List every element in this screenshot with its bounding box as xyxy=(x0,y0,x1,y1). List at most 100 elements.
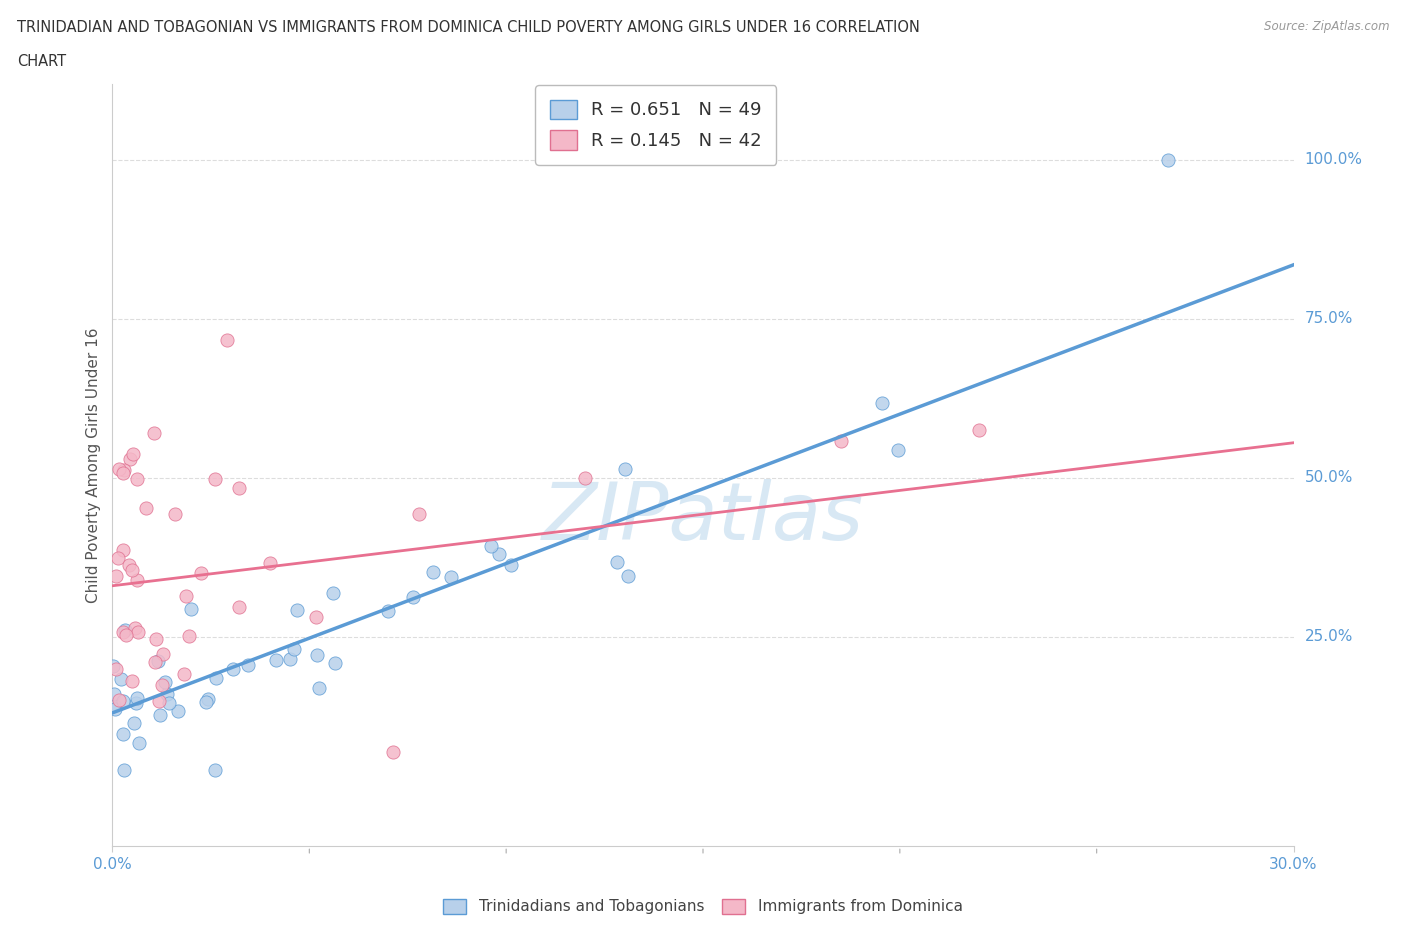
Immigrants from Dominica xyxy=(108,461,131,476)
Text: 75.0%: 75.0% xyxy=(1305,312,1353,326)
Trinidadians and Tobagonians xyxy=(1156,153,1178,167)
Trinidadians and Tobagonians xyxy=(322,586,344,601)
Immigrants from Dominica xyxy=(122,447,145,462)
Legend: R = 0.651   N = 49, R = 0.145   N = 42: R = 0.651 N = 49, R = 0.145 N = 42 xyxy=(536,86,776,165)
Immigrants from Dominica xyxy=(111,625,134,640)
Trinidadians and Tobagonians xyxy=(488,546,510,561)
Trinidadians and Tobagonians xyxy=(103,698,125,712)
Text: 50.0%: 50.0% xyxy=(1305,471,1353,485)
Trinidadians and Tobagonians xyxy=(614,461,637,476)
Immigrants from Dominica xyxy=(111,466,134,481)
Trinidadians and Tobagonians xyxy=(325,656,347,671)
Immigrants from Dominica xyxy=(104,568,127,583)
Trinidadians and Tobagonians xyxy=(886,443,908,458)
Trinidadians and Tobagonians xyxy=(180,602,202,617)
Immigrants from Dominica xyxy=(104,662,127,677)
Trinidadians and Tobagonians xyxy=(501,558,523,573)
Trinidadians and Tobagonians xyxy=(122,716,145,731)
Immigrants from Dominica xyxy=(125,472,148,486)
Immigrants from Dominica xyxy=(118,557,141,572)
Trinidadians and Tobagonians xyxy=(285,603,308,618)
Trinidadians and Tobagonians xyxy=(221,661,243,676)
Immigrants from Dominica xyxy=(177,629,200,644)
Immigrants from Dominica xyxy=(215,333,238,348)
Trinidadians and Tobagonians xyxy=(146,653,169,668)
Text: TRINIDADIAN AND TOBAGONIAN VS IMMIGRANTS FROM DOMINICA CHILD POVERTY AMONG GIRLS: TRINIDADIAN AND TOBAGONIAN VS IMMIGRANTS… xyxy=(17,20,920,35)
Trinidadians and Tobagonians xyxy=(195,695,218,710)
Y-axis label: Child Poverty Among Girls Under 16: Child Poverty Among Girls Under 16 xyxy=(86,327,101,603)
Immigrants from Dominica xyxy=(115,628,138,643)
Trinidadians and Tobagonians xyxy=(112,763,135,777)
Immigrants from Dominica xyxy=(121,563,143,578)
Trinidadians and Tobagonians xyxy=(114,622,136,637)
Immigrants from Dominica xyxy=(127,624,149,639)
Trinidadians and Tobagonians xyxy=(606,555,628,570)
Trinidadians and Tobagonians xyxy=(308,681,330,696)
Immigrants from Dominica xyxy=(967,422,990,437)
Trinidadians and Tobagonians xyxy=(101,658,124,673)
Trinidadians and Tobagonians xyxy=(110,671,132,686)
Immigrants from Dominica xyxy=(408,506,430,521)
Trinidadians and Tobagonians xyxy=(377,604,399,618)
Trinidadians and Tobagonians xyxy=(305,648,328,663)
Trinidadians and Tobagonians xyxy=(155,686,177,701)
Immigrants from Dominica xyxy=(108,693,131,708)
Immigrants from Dominica xyxy=(121,674,143,689)
Trinidadians and Tobagonians xyxy=(103,686,125,701)
Immigrants from Dominica xyxy=(259,556,281,571)
Trinidadians and Tobagonians xyxy=(204,763,226,777)
Immigrants from Dominica xyxy=(228,481,250,496)
Immigrants from Dominica xyxy=(120,451,142,466)
Trinidadians and Tobagonians xyxy=(157,696,180,711)
Immigrants from Dominica xyxy=(381,744,404,759)
Immigrants from Dominica xyxy=(165,507,187,522)
Trinidadians and Tobagonians xyxy=(401,590,423,604)
Trinidadians and Tobagonians xyxy=(153,674,176,689)
Trinidadians and Tobagonians xyxy=(264,652,287,667)
Trinidadians and Tobagonians xyxy=(197,692,219,707)
Immigrants from Dominica xyxy=(135,500,157,515)
Immigrants from Dominica xyxy=(173,667,195,682)
Immigrants from Dominica xyxy=(112,542,135,557)
Text: 100.0%: 100.0% xyxy=(1305,153,1362,167)
Immigrants from Dominica xyxy=(143,426,166,441)
Immigrants from Dominica xyxy=(112,462,135,477)
Text: Source: ZipAtlas.com: Source: ZipAtlas.com xyxy=(1264,20,1389,33)
Immigrants from Dominica xyxy=(174,589,197,604)
Immigrants from Dominica xyxy=(830,433,852,448)
Legend: Trinidadians and Tobagonians, Immigrants from Dominica: Trinidadians and Tobagonians, Immigrants… xyxy=(437,893,969,921)
Trinidadians and Tobagonians xyxy=(125,691,148,706)
Trinidadians and Tobagonians xyxy=(125,696,148,711)
Immigrants from Dominica xyxy=(125,573,148,588)
Immigrants from Dominica xyxy=(143,654,166,669)
Immigrants from Dominica xyxy=(107,551,129,565)
Text: 25.0%: 25.0% xyxy=(1305,629,1353,644)
Immigrants from Dominica xyxy=(152,647,174,662)
Immigrants from Dominica xyxy=(145,631,167,646)
Trinidadians and Tobagonians xyxy=(238,658,260,672)
Trinidadians and Tobagonians xyxy=(280,651,302,666)
Trinidadians and Tobagonians xyxy=(111,726,134,741)
Trinidadians and Tobagonians xyxy=(104,702,127,717)
Trinidadians and Tobagonians xyxy=(440,569,463,584)
Immigrants from Dominica xyxy=(190,565,212,580)
Trinidadians and Tobagonians xyxy=(148,708,170,723)
Trinidadians and Tobagonians xyxy=(870,395,893,410)
Trinidadians and Tobagonians xyxy=(283,642,305,657)
Trinidadians and Tobagonians xyxy=(167,704,190,719)
Trinidadians and Tobagonians xyxy=(422,565,444,579)
Text: ZIPatlas: ZIPatlas xyxy=(541,479,865,557)
Trinidadians and Tobagonians xyxy=(128,736,150,751)
Immigrants from Dominica xyxy=(574,471,596,485)
Immigrants from Dominica xyxy=(150,677,173,692)
Trinidadians and Tobagonians xyxy=(205,671,228,685)
Immigrants from Dominica xyxy=(124,620,146,635)
Immigrants from Dominica xyxy=(305,609,328,624)
Immigrants from Dominica xyxy=(204,472,226,486)
Text: CHART: CHART xyxy=(17,54,66,69)
Trinidadians and Tobagonians xyxy=(479,538,502,553)
Trinidadians and Tobagonians xyxy=(616,569,638,584)
Immigrants from Dominica xyxy=(228,600,250,615)
Trinidadians and Tobagonians xyxy=(111,694,134,709)
Immigrants from Dominica xyxy=(148,694,170,709)
